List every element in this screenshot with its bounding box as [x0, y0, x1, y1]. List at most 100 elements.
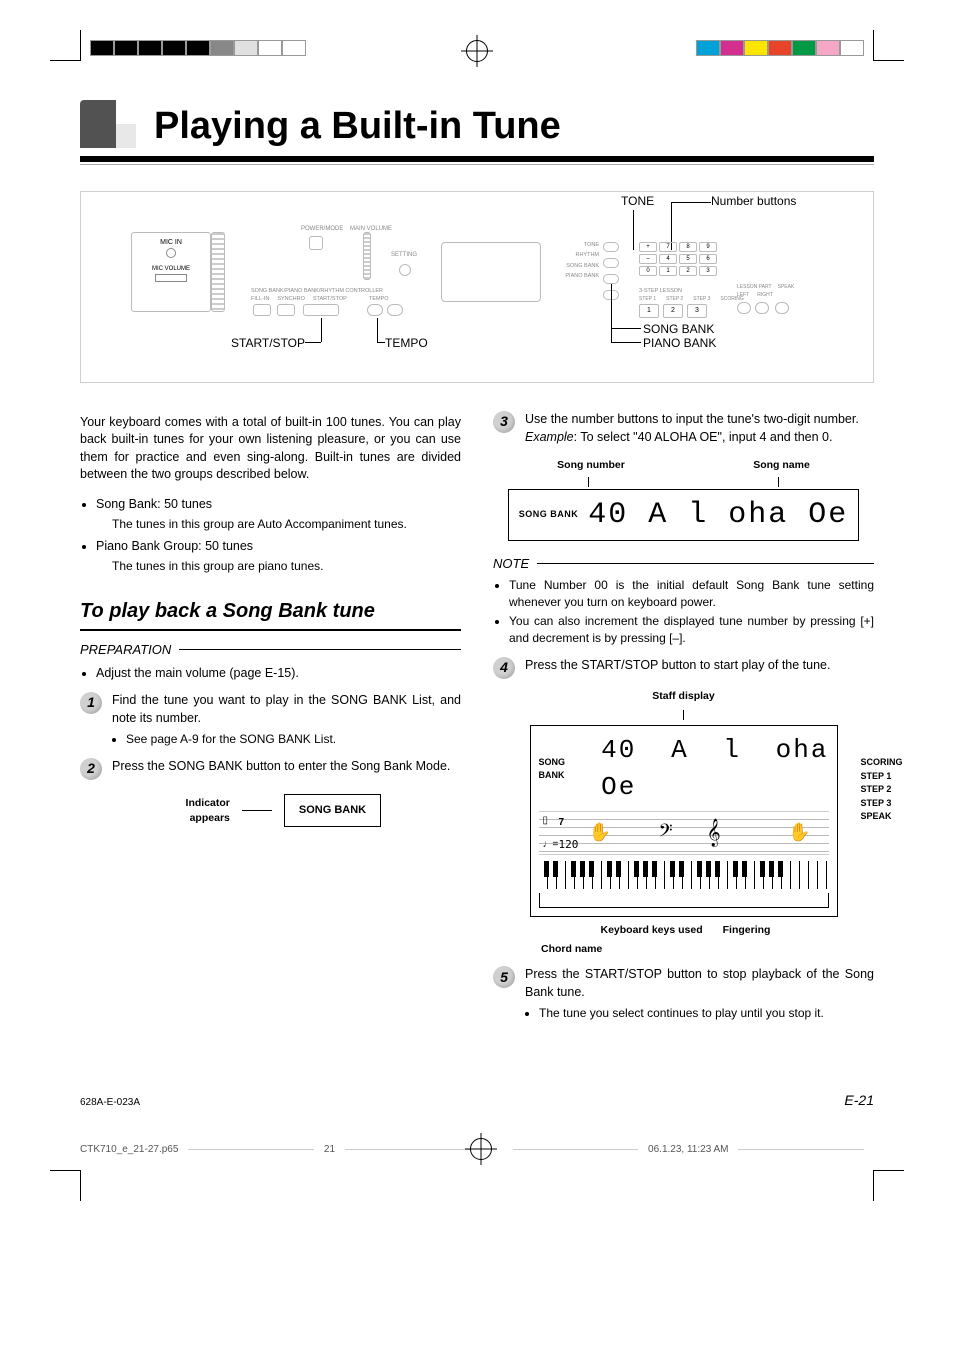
note-block: NOTE Tune Number 00 is the initial defau…	[493, 555, 874, 647]
left-column: Your keyboard comes with a total of buil…	[80, 401, 461, 1032]
step-1: 1 Find the tune you want to play in the S…	[80, 692, 461, 748]
swatch	[282, 40, 306, 56]
footer-sheet: 21	[324, 1144, 335, 1155]
swatch	[210, 40, 234, 56]
step-text: Press the SONG BANK button to enter the …	[112, 759, 450, 773]
group-item: Piano Bank Group: 50 tunes	[96, 538, 461, 556]
group-item: Song Bank: 50 tunes	[96, 496, 461, 514]
treble-clef-icon: 𝄞	[707, 816, 721, 850]
lcd1-segment: 40 A l oha Oe	[588, 494, 848, 536]
keypad-key: 4	[659, 254, 677, 264]
indicator-figure: Indicator appears SONG BANK	[80, 794, 461, 827]
imposition-footer: CTK710_e_21-27.p65 21 06.1.23, 11:23 AM	[80, 1138, 874, 1160]
callout-number-buttons: Number buttons	[711, 194, 796, 208]
indicator-label: Indicator appears	[160, 796, 230, 825]
keypad-key: 3	[699, 266, 717, 276]
label-fill-in: FILL-IN	[251, 296, 269, 302]
disp-badge: SONG BANK	[539, 756, 594, 781]
disp-callout-keys: Keyboard keys used	[601, 923, 703, 938]
swatch	[744, 40, 768, 56]
disp-beat: 7	[559, 816, 565, 830]
label-step2: STEP 2	[666, 296, 683, 302]
footer-code: 628A-E-023A	[80, 1097, 140, 1108]
hand-right-icon: ✋	[788, 820, 810, 845]
step-text-5: Press the START/STOP button to stop play…	[525, 967, 874, 999]
page-title-block: Playing a Built-in Tune	[80, 100, 874, 165]
example-text: To select "40 ALOHA OE", input 4 and the…	[580, 430, 832, 444]
label-speak: SPEAK	[778, 284, 795, 290]
staff-area: ✋ 𝄢 𝄞 ✋ ▯ 7 ♩= 120	[539, 811, 829, 855]
preparation-item: Adjust the main volume (page E-15).	[96, 665, 461, 683]
label-right: RIGHT	[757, 292, 773, 298]
callout-start-stop: START/STOP	[231, 336, 305, 350]
keypad-key: 1	[659, 266, 677, 276]
label-main-volume: MAIN VOLUME	[350, 226, 392, 232]
swatch	[162, 40, 186, 56]
example-label: Example	[525, 430, 574, 444]
label-left: LEFT	[737, 292, 749, 298]
lcd1-badge: SONG BANK	[519, 508, 579, 521]
footer-date: 06.1.23, 11:23 AM	[648, 1144, 728, 1155]
step-text-3: Use the number buttons to input the tune…	[525, 412, 859, 426]
tempo-note-icon: ♩=	[543, 838, 559, 852]
display-side-label: SCORING	[860, 756, 902, 770]
step-text: Find the tune you want to play in the SO…	[112, 693, 461, 725]
label-mic-in: MIC IN	[132, 239, 210, 246]
swatch	[234, 40, 258, 56]
step-key: 1	[639, 304, 659, 318]
label-piano-bank-btn: PIANO BANK	[559, 271, 599, 281]
keypad-key: 7	[659, 242, 677, 252]
step-5-bullet: The tune you select continues to play un…	[539, 1005, 874, 1022]
swatch	[258, 40, 282, 56]
step-2: 2Press the SONG BANK button to enter the…	[80, 758, 461, 780]
swatch	[138, 40, 162, 56]
label-step1: STEP 1	[639, 296, 656, 302]
keypad-key: 0	[639, 266, 657, 276]
step-4: 4 Press the START/STOP button to start p…	[493, 657, 874, 679]
lcd-figure-1: Song number Song name SONG BANK 40 A l o…	[493, 458, 874, 541]
step-key: 3	[687, 304, 707, 318]
swatch	[696, 40, 720, 56]
step-number-3: 3	[493, 411, 515, 433]
swatch	[720, 40, 744, 56]
footer-page-number: E-21	[844, 1092, 874, 1108]
label-tone-btn: TONE	[559, 240, 599, 250]
group-sub: The tunes in this group are piano tunes.	[112, 558, 461, 575]
display-side-label: STEP 1	[860, 770, 902, 784]
label-synchro: SYNCHRO	[277, 296, 305, 302]
swatch	[114, 40, 138, 56]
swatch	[90, 40, 114, 56]
disp-segment: 40 A l oha Oe	[601, 732, 828, 805]
label-step3: STEP 3	[693, 296, 710, 302]
swatch	[792, 40, 816, 56]
group-sub: The tunes in this group are Auto Accompa…	[112, 516, 461, 533]
step-number: 1	[80, 692, 102, 714]
swatch	[816, 40, 840, 56]
lcd1-callout-left: Song number	[557, 458, 625, 473]
disp-callout-fingering: Fingering	[723, 923, 771, 938]
step-3: 3 Use the number buttons to input the tu…	[493, 411, 874, 446]
callout-tempo: TEMPO	[385, 336, 428, 350]
step-number-4: 4	[493, 657, 515, 679]
swatch	[840, 40, 864, 56]
label-song-bank-btn: SONG BANK	[559, 261, 599, 271]
footer-file: CTK710_e_21-27.p65	[80, 1144, 178, 1155]
right-column: 3 Use the number buttons to input the tu…	[493, 401, 874, 1032]
step-bullet: See page A-9 for the SONG BANK List.	[126, 731, 461, 748]
page-footer: 628A-E-023A E-21	[80, 1092, 874, 1108]
display-side-label: STEP 2	[860, 783, 902, 797]
label-mic-volume: MIC VOLUME	[132, 266, 210, 272]
metronome-icon: ▯	[543, 814, 549, 828]
lcd1-callout-right: Song name	[753, 458, 810, 473]
disp-callout-chord: Chord name	[541, 942, 874, 957]
hand-left-icon: ✋	[589, 820, 611, 845]
callout-piano-bank: PIANO BANK	[643, 336, 716, 350]
note-heading: NOTE	[493, 555, 529, 573]
section-heading: To play back a Song Bank tune	[80, 597, 461, 631]
print-marks	[80, 40, 874, 60]
step-key: 2	[663, 304, 683, 318]
indicator-box: SONG BANK	[284, 794, 381, 827]
label-tempo-btn: TEMPO	[369, 296, 389, 302]
label-rhythm-btn: RHYTHM	[559, 250, 599, 260]
keypad-key: –	[639, 254, 657, 264]
